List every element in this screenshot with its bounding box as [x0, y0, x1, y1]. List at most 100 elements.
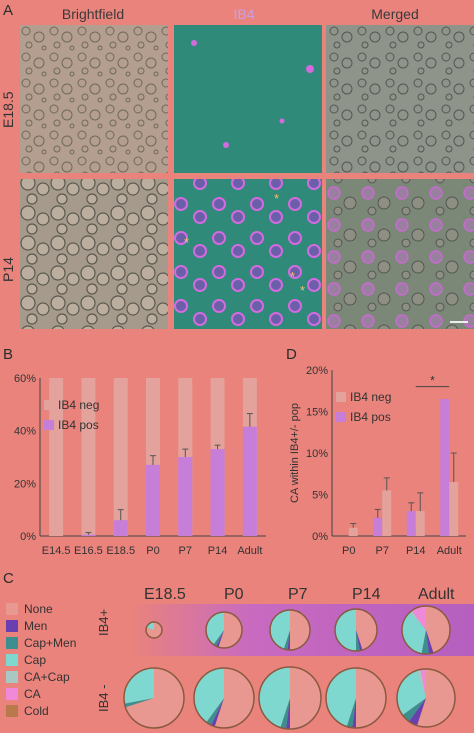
- pie-ib4-pos-3-slice: [356, 609, 377, 650]
- chart-d-ytick: 5%: [312, 490, 328, 502]
- pie-legend-item: Men: [6, 617, 76, 634]
- pie-ib4-pos-0-outline: [145, 621, 163, 639]
- chart-d-bar-pos: [373, 517, 383, 536]
- merged-e185-image: [326, 25, 474, 173]
- pie-legend-label: Cap: [24, 652, 47, 667]
- pie-ib4-neg-3-slice: [346, 698, 356, 728]
- chart-d-bar-pos: [406, 511, 416, 536]
- pie-ib4-neg-3-outline: [325, 667, 387, 729]
- pie-legend-label: Men: [24, 618, 48, 633]
- pie-legend-item: CA: [6, 685, 76, 702]
- pie-col-e185: E18.5: [144, 586, 186, 603]
- micrograph-grid: * * * *: [20, 25, 474, 329]
- chart-d-bar-neg: [449, 482, 459, 536]
- pie-ib4-pos-3-outline: [334, 608, 378, 652]
- pie-ib4-neg-0-outline: [123, 667, 185, 729]
- chart-d-ytick: 0%: [312, 531, 328, 543]
- pie-legend-swatch: [6, 602, 18, 615]
- col-title-ib4: IB4: [233, 6, 255, 22]
- panel-c-letter: C: [3, 570, 14, 587]
- col-title-merged: Merged: [371, 6, 419, 22]
- chart-b-ytick: 0%: [20, 531, 36, 543]
- pie-ib4-pos-4-slice: [402, 612, 426, 654]
- pie-ib4-neg-3-slice: [356, 668, 386, 728]
- pie-ib4-neg-4-slice: [402, 698, 426, 722]
- pie-ib4-neg-2-slice: [259, 667, 290, 728]
- pie-ib4-neg-2-slice: [280, 698, 290, 729]
- chart-d-xtick: P7: [376, 545, 389, 557]
- chart-d-legend-neg: IB4 neg: [350, 390, 391, 404]
- chart-b: 0% 20% 40% 60% E14.5 E16.5 E18.5 P0 P7 P14 Adult IB…: [14, 373, 266, 557]
- pie-row-ib4-neg: IB4 -: [96, 684, 111, 712]
- pie-ib4-pos-1-slice: [218, 612, 242, 648]
- pie-ib4-neg-0-slice: [124, 698, 154, 708]
- pie-legend-item: CA+Cap: [6, 668, 76, 685]
- pie-legend-swatch: [6, 670, 18, 683]
- pie-ib4-neg-4-slice: [408, 698, 426, 726]
- chart-d-bar-neg: [382, 490, 392, 536]
- pie-legend-swatch: [6, 704, 18, 717]
- chart-b-xtick: P7: [179, 545, 192, 557]
- chart-b-bar-neg: [81, 378, 96, 536]
- chart-d-ytick: 15%: [306, 407, 328, 419]
- pie-ib4-neg-2-slice: [290, 667, 321, 729]
- pie-ib4-pos-2-slice: [287, 630, 290, 650]
- chart-d-bar-neg: [415, 511, 425, 536]
- pie-ib4-pos-1-outline: [205, 611, 243, 649]
- pie-legend-label: CA+Cap: [24, 669, 70, 684]
- chart-b-legend-swatch-pos: [44, 420, 54, 430]
- chart-b-ytick: 20%: [14, 478, 36, 490]
- pie-ib4-neg-4-slice: [417, 669, 455, 727]
- chart-b-bar-neg: [113, 378, 128, 536]
- pie-ib4-neg-1-outline: [193, 667, 255, 729]
- pie-col-p7: P7: [288, 586, 308, 603]
- pie-ib4-neg-3-slice: [352, 698, 356, 728]
- chart-b-legend-swatch-neg: [44, 400, 54, 410]
- chart-d: 0% 5% 10% 15% 20% CA within IB4+/- pop P0 P7 P14…: [289, 365, 466, 557]
- svg-text:*: *: [274, 191, 279, 206]
- pie-legend-swatch: [6, 619, 18, 632]
- pie-legend-item: Cold: [6, 702, 76, 719]
- row-label-e185: E18.5: [0, 91, 16, 128]
- pie-legend: None Men Cap+Men Cap CA+Cap CA Cold: [6, 600, 76, 719]
- chart-b-xtick: E14.5: [42, 545, 71, 557]
- pie-ib4-neg-0-slice: [125, 668, 184, 728]
- chart-d-ytick: 20%: [306, 365, 328, 377]
- pie-legend-label: Cold: [24, 703, 49, 718]
- ib4-e185-image: [174, 25, 322, 173]
- chart-b-xtick: P0: [146, 545, 159, 557]
- chart-b-legend-neg: IB4 neg: [58, 398, 99, 412]
- pie-grid: [123, 604, 474, 730]
- pie-legend-item: Cap: [6, 651, 76, 668]
- pie-ib4-pos-2-slice: [283, 630, 290, 650]
- panel-b-letter: B: [3, 346, 14, 363]
- pie-ib4-pos-1-slice: [216, 630, 224, 648]
- chart-d-sig-star: *: [430, 374, 435, 388]
- chart-b-ytick: 60%: [14, 373, 36, 385]
- chart-b-xtick: P14: [208, 545, 228, 557]
- pie-ib4-pos-2-slice: [270, 610, 290, 650]
- chart-b-bar-pos: [178, 457, 193, 536]
- pie-col-p14: P14: [352, 586, 381, 603]
- col-title-brightfield: Brightfield: [61, 6, 125, 22]
- pie-legend-item: Cap+Men: [6, 634, 76, 651]
- pie-legend-swatch: [6, 636, 18, 649]
- chart-d-legend-swatch-pos: [336, 412, 346, 422]
- pie-ib4-neg-1-slice: [193, 668, 224, 723]
- chart-d-legend-swatch-neg: [336, 392, 346, 402]
- chart-d-xtick: Adult: [437, 545, 462, 557]
- ib4-p14-image: [174, 179, 322, 329]
- pie-ib4-pos-4-outline: [401, 605, 451, 655]
- chart-b-bar-pos: [81, 534, 96, 536]
- chart-d-bar-pos: [440, 399, 450, 536]
- pie-legend-label: None: [24, 601, 53, 616]
- chart-b-bar-pos: [242, 426, 257, 536]
- pie-ib4-neg-1-slice: [211, 698, 224, 727]
- pie-ib4-neg-1-slice: [206, 698, 224, 726]
- panel-d-letter: D: [286, 346, 297, 363]
- pie-ib4-pos-4-slice: [411, 606, 426, 630]
- chart-d-ylabel: CA within IB4+/- pop: [289, 403, 301, 503]
- pie-legend-label: CA: [24, 686, 41, 701]
- pie-legend-item: None: [6, 600, 76, 617]
- chart-d-ytick: 10%: [306, 448, 328, 460]
